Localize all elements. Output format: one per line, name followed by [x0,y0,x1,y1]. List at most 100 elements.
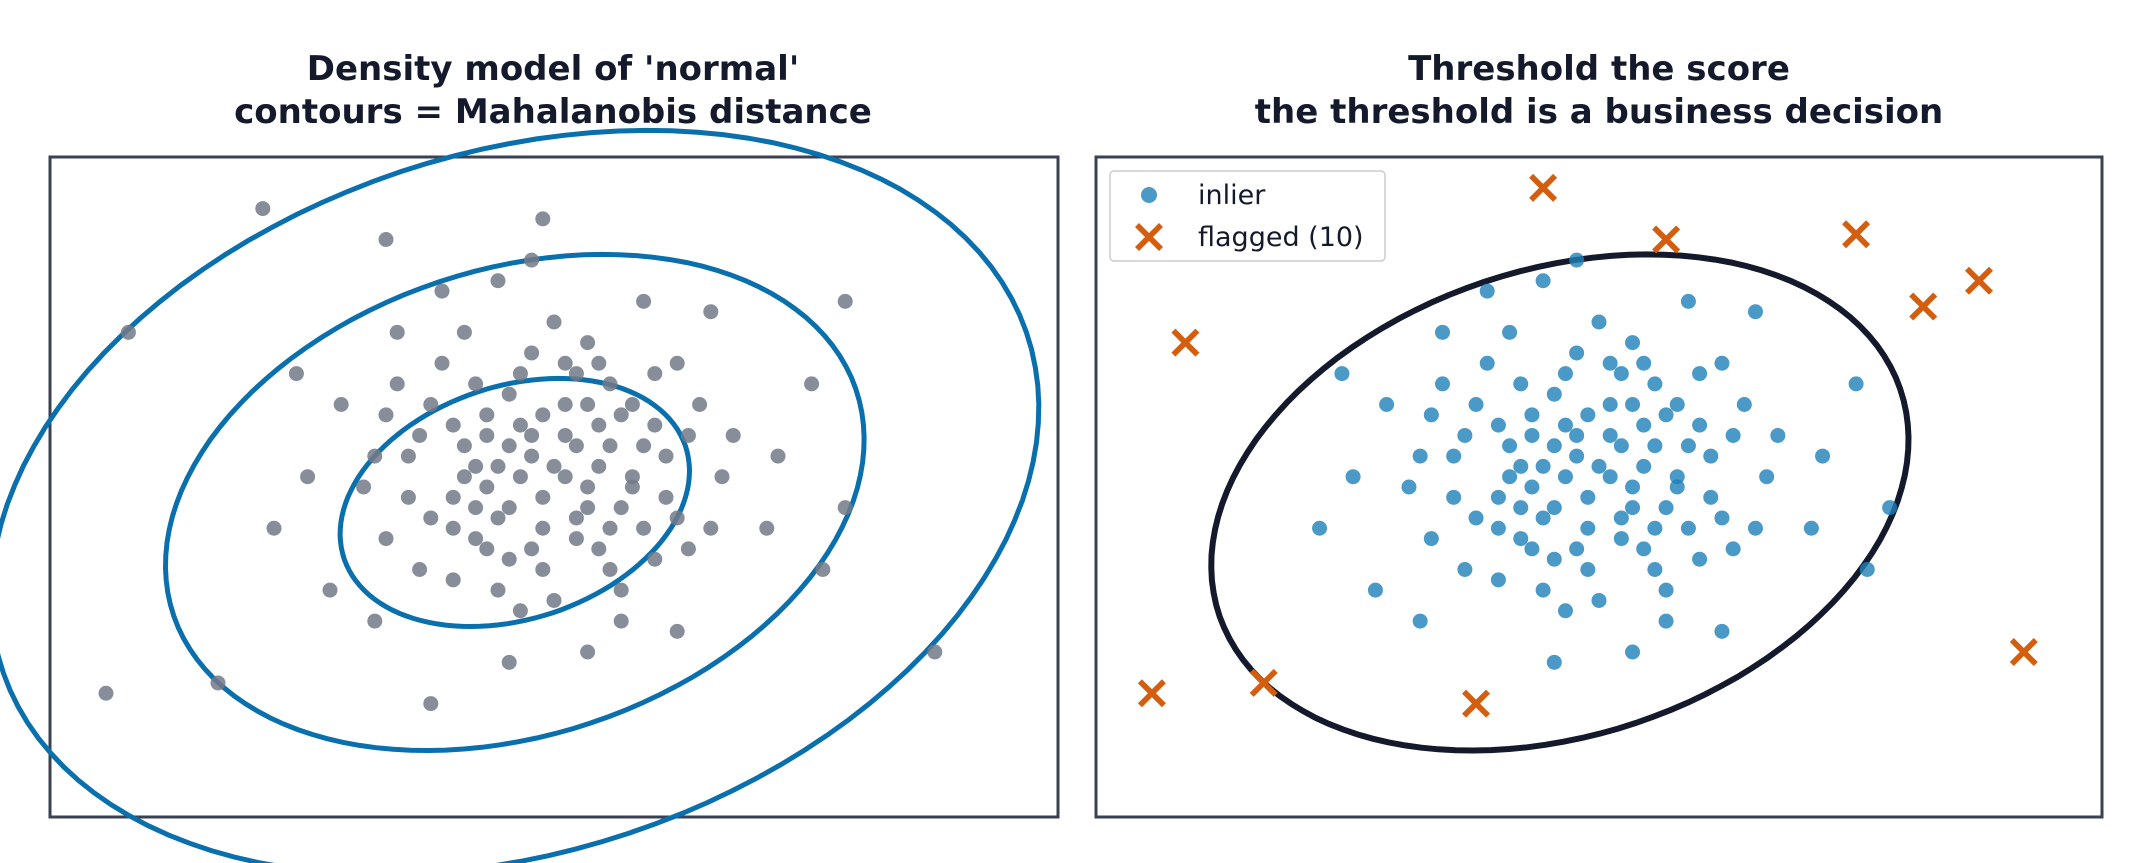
normal-point [255,201,271,217]
inlier-point [1569,427,1585,443]
inlier-point [1714,623,1730,639]
normal-point [613,582,629,598]
flagged-point [2009,638,2038,666]
inlier-point [1569,252,1585,268]
inlier-point [1535,273,1551,289]
normal-point [624,469,640,485]
inlier-point [1669,479,1685,495]
inlier-point [1546,438,1562,454]
inlier-points [1312,252,1898,670]
inlier-point [1557,417,1573,433]
inlier-point [1468,397,1484,412]
flagged-point [1137,679,1166,708]
inlier-point [1479,283,1495,299]
inlier-point [1580,562,1596,577]
inlier-point [1714,510,1730,526]
normal-point [714,469,730,485]
normal-point [524,541,540,557]
inlier-point [1569,541,1585,557]
normal-point [647,366,663,382]
inlier-point [1613,438,1629,454]
normal-point [613,613,629,629]
normal-point [490,458,506,474]
normal-point [524,427,540,443]
inlier-point [1859,562,1875,577]
inlier-point [1524,479,1540,495]
normal-point [300,469,316,485]
inlier-point [1815,448,1831,464]
inlier-point [1625,397,1641,412]
normal-point [647,551,663,567]
normal-point [568,510,584,526]
inlier-point [1714,355,1730,371]
normal-point [725,427,741,443]
inlier-point [1557,603,1573,619]
inlier-point [1479,355,1495,371]
contour-1 [337,375,693,630]
inlier-point [1692,551,1708,567]
flagged-point [1171,328,1200,357]
inlier-point [1625,479,1641,495]
inlier-point [1647,520,1663,536]
inlier-point [1401,479,1417,495]
inlier-point [1457,562,1473,577]
normal-point [389,376,405,392]
inlier-point [1546,386,1562,402]
inlier-point [1882,500,1898,516]
normal-point [456,324,472,340]
normal-point [445,417,461,433]
normal-point [479,541,495,557]
legend: inlier flagged (10) [1109,170,1386,262]
normal-point [535,489,551,505]
normal-point [680,427,696,443]
inlier-point [1502,438,1518,454]
inlier-point [1557,366,1573,382]
normal-point [210,675,226,691]
flagged-point [1652,225,1681,254]
normal-point [423,696,439,712]
legend-flagged-marker [1135,223,1163,251]
normal-point [98,685,114,701]
inlier-point [1490,520,1506,536]
normal-point [837,293,853,309]
normal-point [568,366,584,382]
inlier-point [1535,510,1551,526]
normal-point [613,500,629,516]
normal-point [636,293,652,309]
normal-point [412,562,428,577]
inlier-point [1524,407,1540,423]
inlier-point [1546,551,1562,567]
normal-point [557,427,573,443]
inlier-point [1747,520,1763,536]
normal-point [535,520,551,536]
inlier-point [1535,458,1551,474]
normal-point [468,500,484,516]
inlier-point [1557,469,1573,485]
normal-point [479,407,495,423]
contour-2 [162,251,867,754]
normal-point [512,469,528,485]
inlier-point [1435,324,1451,340]
normal-point [468,376,484,392]
flagged-point [1909,292,1938,321]
inlier-point [1747,304,1763,320]
left-chart-title: Density model of 'normal' [307,49,799,89]
normal-point [468,531,484,547]
normal-point [546,314,562,330]
normal-point [624,479,640,495]
inlier-point [1658,407,1674,423]
inlier-point [1658,500,1674,516]
inlier-point [1546,654,1562,670]
normal-point [356,479,372,495]
inlier-point [1848,376,1864,392]
normal-point [445,489,461,505]
inlier-point [1345,469,1361,485]
inlier-point [1692,366,1708,382]
inlier-point [1658,613,1674,629]
normal-point [333,397,349,412]
inlier-point [1468,510,1484,526]
normal-point [568,531,584,547]
inlier-point [1513,458,1529,474]
normal-point [602,438,618,454]
normal-point [501,500,517,516]
